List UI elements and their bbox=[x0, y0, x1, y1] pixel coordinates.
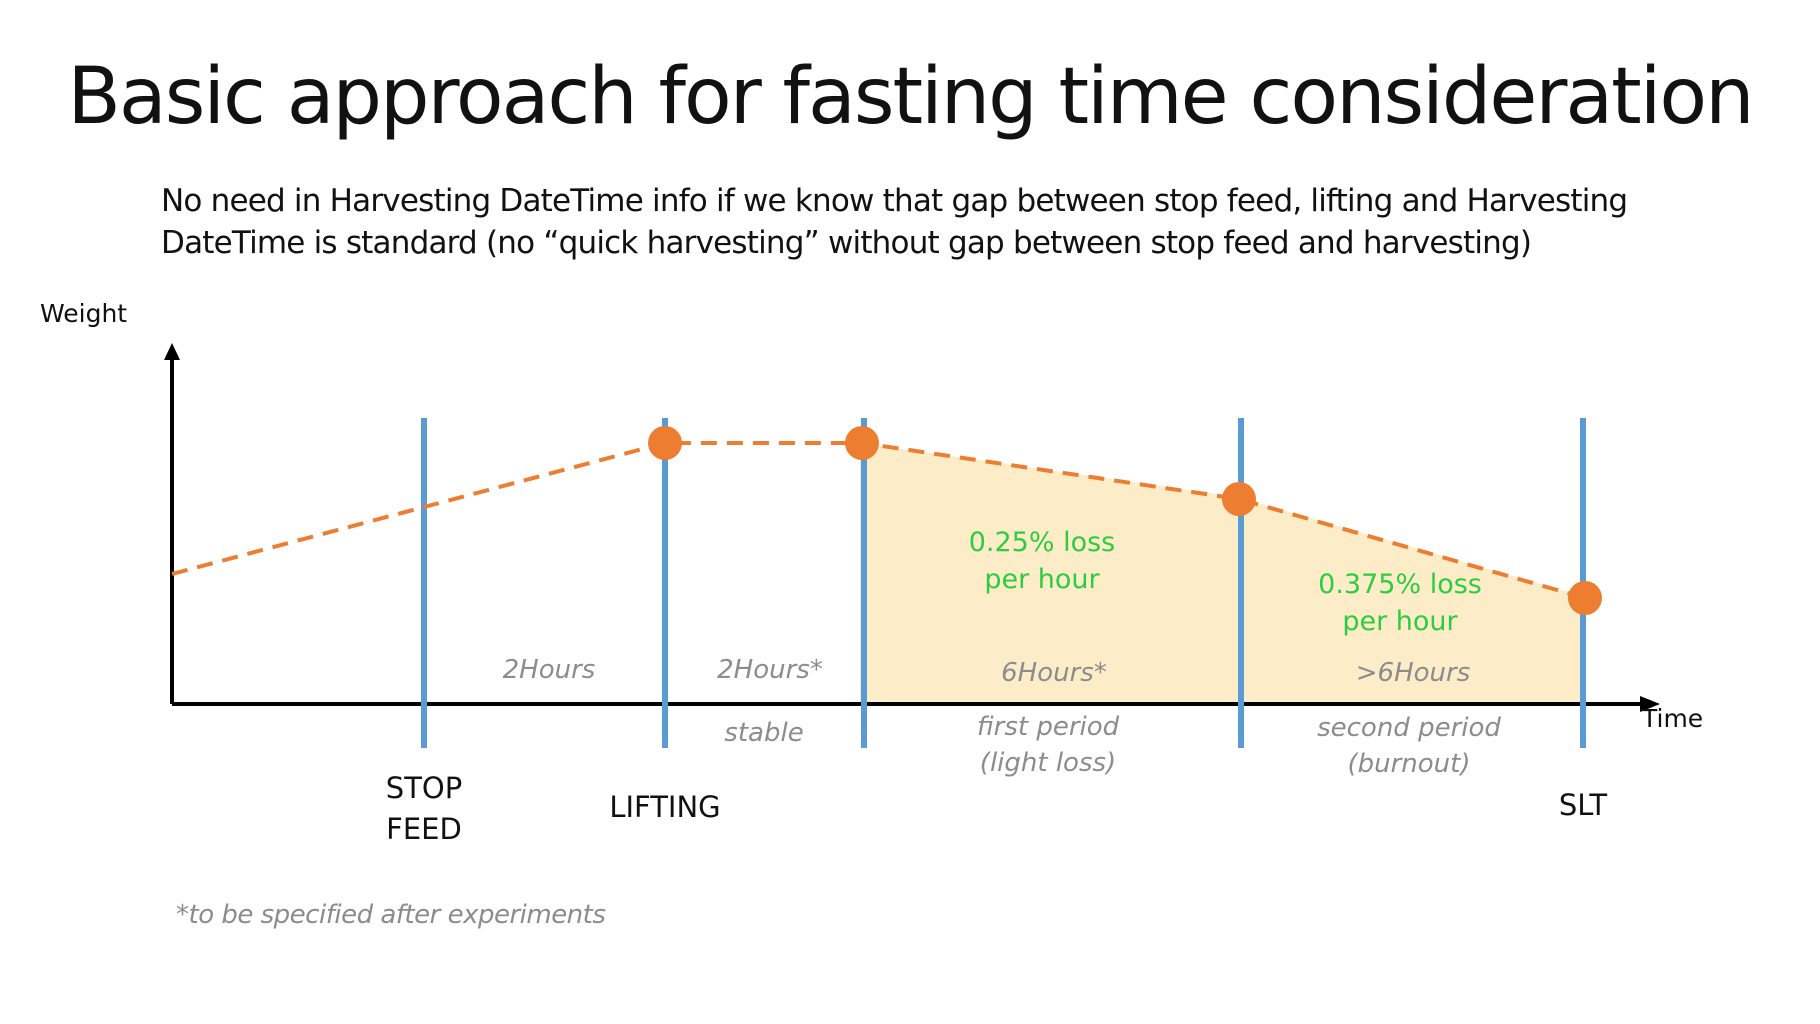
period-second-label-line2: (burnout) bbox=[1347, 749, 1470, 779]
y-axis-arrow bbox=[164, 343, 180, 360]
slt-label: SLT bbox=[1559, 788, 1608, 822]
loss-rate-first-line2: per hour bbox=[984, 564, 1100, 595]
weight-loss-area bbox=[860, 443, 1583, 704]
x-axis-arrow bbox=[1640, 696, 1660, 712]
loss-rate-first-line1: 0.25% loss bbox=[969, 527, 1116, 558]
first-period-end-point bbox=[1222, 482, 1256, 516]
duration-second-period: >6Hours bbox=[1356, 658, 1471, 688]
slide-title: Basic approach for fasting time consider… bbox=[67, 52, 1754, 142]
subtitle: No need in Harvesting DateTime info if w… bbox=[161, 180, 1721, 264]
subtitle-line-1: No need in Harvesting DateTime info if w… bbox=[161, 183, 1628, 219]
slt-point bbox=[1568, 581, 1602, 615]
period-first-label-line1: first period bbox=[977, 712, 1120, 742]
loss-rate-second-line2: per hour bbox=[1342, 606, 1458, 637]
duration-stable: 2Hours* bbox=[717, 655, 823, 685]
stable-end-point bbox=[845, 426, 879, 460]
stop-feed-label-line1: STOP bbox=[386, 771, 462, 805]
lifting-label: LIFTING bbox=[609, 790, 720, 824]
footnote: *to be specified after experiments bbox=[176, 900, 606, 930]
duration-stop-to-lifting: 2Hours bbox=[503, 655, 596, 685]
subtitle-line-2: DateTime is standard (no “quick harvesti… bbox=[161, 225, 1532, 261]
period-second-label-line1: second period bbox=[1317, 713, 1501, 743]
lifting-point bbox=[648, 426, 682, 460]
loss-rate-second-line1: 0.375% loss bbox=[1318, 569, 1482, 600]
duration-first-period: 6Hours* bbox=[1001, 658, 1107, 688]
x-axis-label: Time bbox=[1641, 704, 1703, 733]
stop-feed-label-line2: FEED bbox=[386, 812, 462, 846]
period-first-label-line2: (light loss) bbox=[980, 748, 1116, 778]
y-axis-label: Weight bbox=[40, 299, 127, 328]
period-stable-label: stable bbox=[724, 718, 803, 748]
